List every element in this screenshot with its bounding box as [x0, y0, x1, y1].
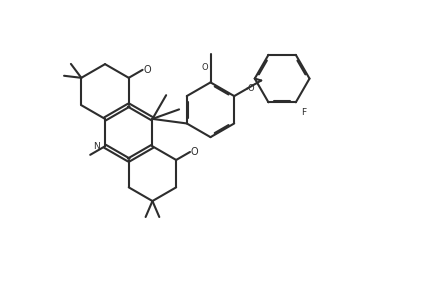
Text: F: F [301, 108, 306, 117]
Text: O: O [191, 147, 198, 157]
Text: O: O [143, 65, 151, 75]
Text: N: N [93, 142, 100, 151]
Text: O: O [202, 63, 208, 72]
Text: O: O [247, 84, 254, 93]
